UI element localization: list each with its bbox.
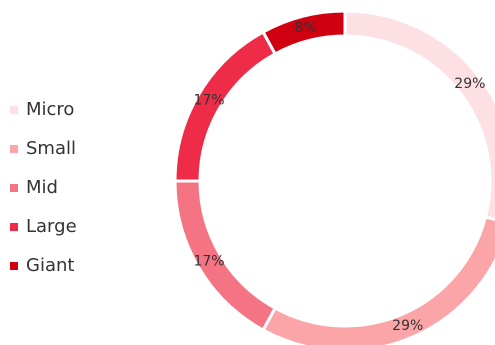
legend-swatch-small <box>10 144 18 153</box>
slice-large <box>173 29 278 183</box>
legend-label-giant: Giant <box>26 255 75 276</box>
legend-swatch-giant <box>10 261 18 270</box>
slice-small <box>261 215 495 345</box>
legend-swatch-micro <box>10 105 18 114</box>
slice-mid <box>173 179 278 333</box>
legend-item-small: Small <box>10 129 77 168</box>
legend-item-giant: Giant <box>10 246 77 285</box>
legend-label-micro: Micro <box>26 99 75 120</box>
slice-giant <box>261 9 347 56</box>
legend-item-mid: Mid <box>10 168 77 207</box>
chart-legend: Micro Small Mid Large Giant <box>10 90 77 285</box>
legend-item-large: Large <box>10 207 77 246</box>
legend-label-large: Large <box>26 216 77 237</box>
data-label-small: 29% <box>392 318 423 334</box>
legend-label-small: Small <box>26 138 76 159</box>
data-label-micro: 29% <box>454 76 485 92</box>
data-label-mid: 17% <box>193 253 224 269</box>
data-label-large: 17% <box>193 93 224 109</box>
legend-swatch-large <box>10 222 18 231</box>
legend-swatch-mid <box>10 183 18 192</box>
legend-item-micro: Micro <box>10 90 77 129</box>
slice-micro <box>343 9 495 222</box>
data-label-giant: 8% <box>295 20 317 36</box>
legend-label-mid: Mid <box>26 177 58 198</box>
